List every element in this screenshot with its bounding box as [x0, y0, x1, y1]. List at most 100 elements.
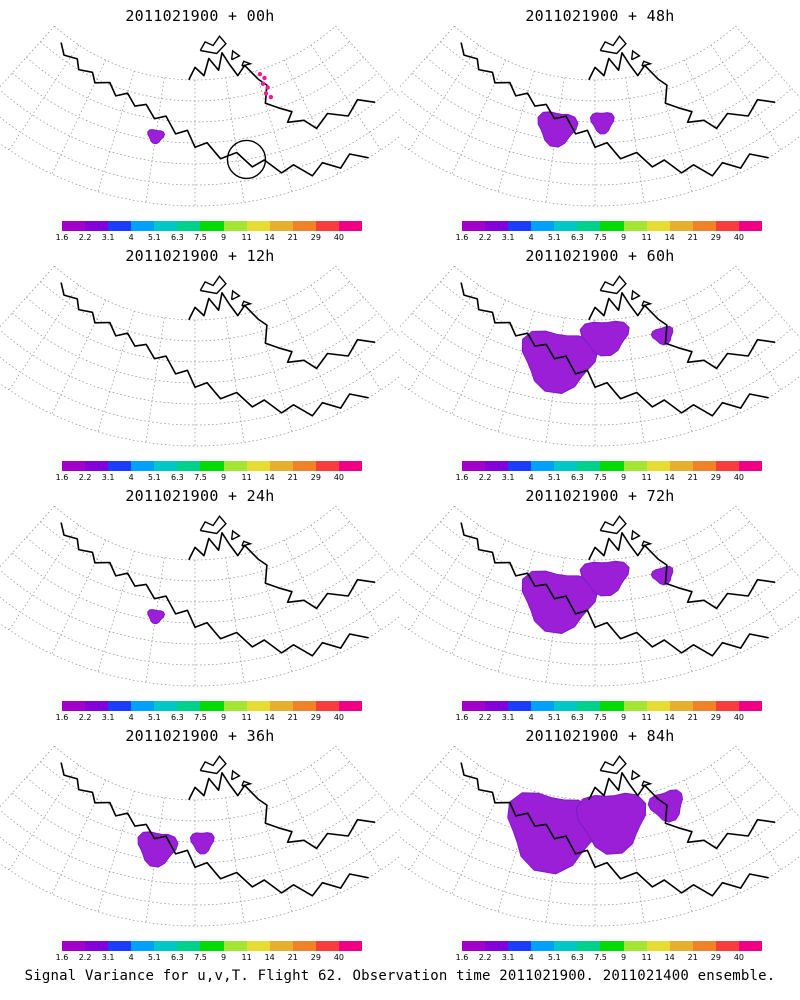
colorbar-swatch	[292, 941, 316, 951]
meridian-gridline	[0, 745, 55, 808]
signal-variance-area	[521, 330, 599, 395]
high-variance-dot	[268, 94, 274, 100]
coastline	[588, 532, 776, 610]
signal-variance-area	[189, 832, 215, 855]
colorbar-swatch	[715, 221, 739, 231]
colorbar-tick-label: 11	[241, 953, 252, 962]
colorbar-swatch	[131, 461, 155, 471]
meridian-gridline	[225, 317, 245, 443]
colorbar-swatch	[62, 941, 86, 951]
colorbar-tick-label: 3.1	[501, 473, 515, 482]
island-outline	[199, 515, 227, 535]
meridian-gridline	[0, 25, 55, 88]
colorbar-swatch	[485, 461, 509, 471]
meridian-gridline	[8, 284, 80, 391]
meridian-gridline	[145, 77, 165, 203]
colorbar-tick-label: 14	[264, 473, 275, 482]
latitude-gridline	[12, 552, 378, 624]
map-panel-84h: 2011021900 + 84h 1.6 2.2 3.1 4 5.1 6.3 7.5 9 11 14…	[400, 720, 800, 965]
colorbar-swatch	[462, 701, 486, 711]
colorbar-ticks: 1.6 2.2 3.1 4 5.1 6.3 7.5 9 11 14 21 29 40	[456, 473, 762, 485]
colorbar-swatch	[508, 941, 532, 951]
colorbar-tick-label: 4	[128, 233, 134, 242]
meridian-gridline	[625, 77, 645, 203]
colorbar-swatch	[108, 221, 132, 231]
signal-variance-area	[589, 112, 615, 135]
colorbar-tick-label: 3.1	[101, 713, 115, 722]
colorbar-tick-label: 14	[664, 473, 675, 482]
latitude-gridline	[454, 505, 736, 561]
high-variance-dot	[257, 71, 263, 77]
colorbar-tick-label: 6.3	[171, 473, 184, 482]
colorbar-swatch	[692, 701, 716, 711]
latitude-gridline	[12, 72, 378, 144]
colorbar-tick-label: 11	[241, 713, 252, 722]
colorbar-tick-label: 6.3	[171, 953, 184, 962]
signal-variance-area	[575, 792, 647, 855]
coastline	[460, 762, 769, 897]
meridian-gridline	[497, 310, 535, 432]
latitude-gridline	[400, 828, 800, 906]
latitude-gridline	[412, 792, 778, 864]
island-outline	[199, 35, 227, 55]
high-variance-dot	[265, 85, 270, 90]
latitude-gridline	[0, 328, 392, 405]
colorbar-swatch	[315, 461, 339, 471]
colorbar-tick-label: 4	[528, 473, 534, 482]
colorbar-swatch	[738, 221, 763, 231]
map-panel-12h: 2011021900 + 12h 1.6 2.2 3.1 4 5.1 6.3 7.5 9 11 14…	[0, 240, 400, 485]
coastline	[188, 292, 376, 370]
colorbar-swatch	[462, 461, 486, 471]
island-outline	[230, 769, 241, 781]
meridian-gridline	[545, 77, 565, 203]
colorbar-tick-label: 2.2	[478, 233, 492, 242]
colorbar-swatch	[177, 701, 201, 711]
colorbar-swatch	[554, 221, 578, 231]
colorbar-tick-label: 40	[333, 713, 345, 722]
colorbar-swatch	[715, 701, 739, 711]
colorbar-swatch	[577, 941, 601, 951]
meridian-gridline	[408, 764, 480, 871]
latitude-gridline	[400, 375, 800, 447]
island-outline	[599, 515, 627, 535]
meridian-gridline	[255, 790, 293, 912]
colorbar	[462, 701, 763, 711]
map-panel-24h: 2011021900 + 24h 1.6 2.2 3.1 4 5.1 6.3 7.5 9 11 14…	[0, 480, 400, 725]
island-outline	[599, 755, 627, 775]
colorbar-swatch	[154, 461, 178, 471]
colorbar-swatch	[600, 221, 624, 231]
colorbar-swatch	[62, 701, 86, 711]
latitude-gridline	[400, 615, 800, 687]
colorbar-tick-label: 2.2	[78, 473, 92, 482]
signal-variance-area	[521, 570, 599, 635]
colorbar-swatch	[338, 701, 363, 711]
colorbar-swatch	[269, 701, 293, 711]
colorbar-tick-label: 2.2	[478, 713, 492, 722]
signal-variance-area	[650, 565, 674, 586]
latitude-gridline	[26, 297, 364, 363]
colorbar-tick-label: 6.3	[171, 713, 184, 722]
latitude-gridline	[454, 25, 736, 81]
meridian-gridline	[51, 779, 106, 895]
map-48h	[400, 25, 800, 207]
colorbar-swatch	[223, 701, 247, 711]
colorbar-tick-label: 7.5	[594, 233, 607, 242]
panel-title: 2011021900 + 60h	[525, 247, 675, 265]
signal-variance-area	[147, 129, 166, 145]
colorbar-tick-label: 29	[710, 713, 721, 722]
meridian-gridline	[145, 317, 165, 443]
latitude-gridline	[26, 537, 364, 603]
meridian-gridline	[255, 550, 293, 672]
colorbar-swatch	[200, 701, 224, 711]
latitude-gridline	[400, 108, 800, 186]
colorbar-tick-label: 1.6	[55, 233, 69, 242]
colorbar-ticks: 1.6 2.2 3.1 4 5.1 6.3 7.5 9 11 14 21 29 40	[456, 713, 762, 725]
coastline	[588, 772, 776, 850]
latitude-gridline	[454, 265, 736, 321]
panel-title: 2011021900 + 72h	[525, 487, 675, 505]
colorbar-tick-label: 5.1	[547, 233, 561, 242]
meridian-gridline	[8, 524, 80, 631]
meridian-gridline	[710, 284, 782, 391]
colorbar-tick-label: 2.2	[78, 233, 92, 242]
colorbar	[62, 941, 363, 951]
